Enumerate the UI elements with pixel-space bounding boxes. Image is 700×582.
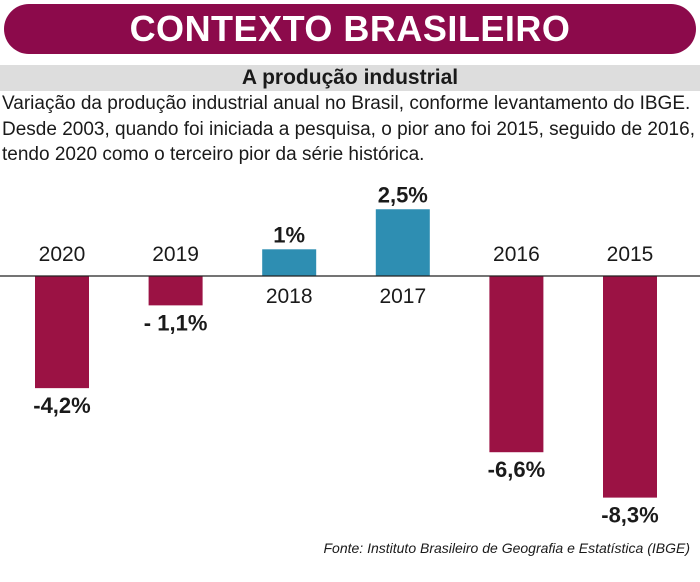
title-banner: CONTEXTO BRASILEIRO xyxy=(4,4,696,54)
page-title: CONTEXTO BRASILEIRO xyxy=(129,8,571,49)
bar-2015 xyxy=(603,276,657,498)
chart-description: Variação da produção industrial anual no… xyxy=(2,93,695,165)
bar-2020 xyxy=(35,276,89,389)
chart-subtitle: A produção industrial xyxy=(241,66,459,89)
tick-label-2017: 2017 xyxy=(379,285,426,308)
tick-label-2020: 2020 xyxy=(39,243,86,266)
tick-label-2015: 2015 xyxy=(607,243,654,266)
bar-2017 xyxy=(375,209,430,276)
value-label-2020: -4,2% xyxy=(33,393,90,418)
tick-label-2018: 2018 xyxy=(266,285,313,308)
subtitle-bar xyxy=(0,65,700,91)
tick-label-2016: 2016 xyxy=(493,243,540,266)
value-label-2015: -8,3% xyxy=(601,503,658,528)
source-note: Fonte: Instituto Brasileiro de Geografia… xyxy=(323,540,691,556)
bar-2018 xyxy=(262,249,317,276)
tick-label-2019: 2019 xyxy=(152,243,199,266)
bar-2019 xyxy=(148,276,203,306)
value-label-2016: -6,6% xyxy=(488,457,545,482)
bar-2016 xyxy=(489,276,544,453)
value-label-2017: 2,5% xyxy=(378,182,428,207)
value-label-2018: 1% xyxy=(273,222,305,247)
value-label-2019: - 1,1% xyxy=(144,310,208,335)
